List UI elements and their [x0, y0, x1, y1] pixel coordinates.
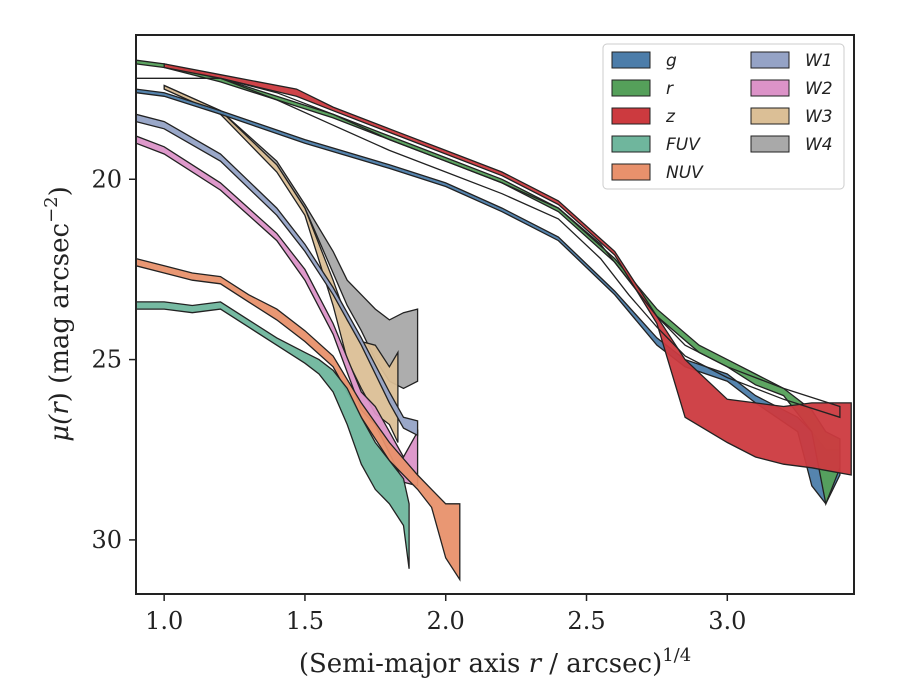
band-z [163, 63, 852, 476]
x-tick-label: 2.0 [427, 607, 465, 635]
legend-label-z: z [665, 107, 676, 127]
profile-bands [136, 59, 852, 582]
legend-label-g: g [666, 51, 677, 71]
band-fuv [136, 301, 410, 569]
legend-label-fuv: FUV [666, 135, 701, 155]
legend: grz FUV NUV W1 W2 W3 W4 [602, 43, 845, 190]
y-tick-label: 20 [91, 165, 122, 193]
legend-swatch-r [611, 79, 651, 97]
legend-label-r: r [666, 79, 674, 99]
legend-label-w4: W4 [805, 135, 833, 155]
x-axis-ticks: 1.0 1.5 2.0 2.5 3.0 [145, 594, 746, 635]
legend-swatch-w4 [750, 135, 790, 153]
band-g [136, 88, 841, 506]
outline-band-1 [136, 77, 841, 419]
legend-label-w3: W3 [805, 107, 833, 127]
legend-label-nuv: NUV [666, 163, 704, 183]
y-axis-label: μ(r) (mag arcsec−2) [41, 186, 75, 442]
x-tick-label: 2.5 [567, 607, 605, 635]
x-axis-label: (Semi-major axis r / arcsec)1/4 [299, 645, 691, 679]
y-tick-label: 30 [91, 526, 122, 554]
band-nuv [136, 257, 461, 582]
legend-swatch-z [611, 107, 651, 125]
legend-swatch-w3 [750, 107, 790, 125]
legend-label-w1: W1 [805, 51, 833, 71]
legend-swatch-g [611, 51, 651, 69]
band-w4 [163, 84, 419, 390]
x-tick-label: 1.5 [286, 607, 324, 635]
legend-swatch-fuv [611, 135, 651, 153]
legend-swatch-w1 [750, 51, 790, 69]
x-tick-label: 3.0 [708, 607, 746, 635]
legend-swatch-nuv [611, 163, 651, 181]
band-w1 [136, 113, 419, 437]
x-tick-label: 1.0 [145, 607, 183, 635]
plot-frame [135, 34, 855, 595]
y-axis-ticks: 20 25 30 [91, 165, 136, 554]
y-tick-label: 25 [91, 346, 122, 374]
legend-label-w2: W2 [805, 79, 833, 99]
legend-swatch-w2 [750, 79, 790, 97]
